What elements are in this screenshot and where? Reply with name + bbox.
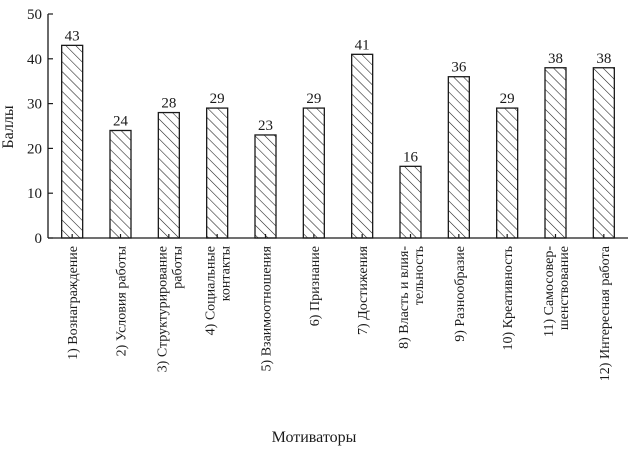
x-category-label-line: 3) Структурирование [155,246,170,372]
x-category-label-line: работы [170,245,185,288]
x-category-label: 5) Взаимоотношения [260,245,275,371]
x-category-label-line: 4) Социальные [204,246,219,335]
bar-value-label: 23 [258,118,273,134]
x-category-label-line: 9) Разнообразие [453,246,468,342]
bar-value-label: 29 [306,91,321,107]
bar [447,76,470,239]
x-category-label: 6) Признание [308,246,323,326]
bar-value-label: 29 [500,91,515,107]
bar [399,165,422,239]
bar [302,107,325,239]
bar [61,44,84,239]
x-category-label: 10) Креативность [501,246,516,351]
x-category-label: 1) Вознаграждение [66,246,81,360]
y-tick-label: 20 [27,141,42,157]
x-category-label-line: 12) Интересная работа [598,245,613,381]
y-axis: 0 10 20 30 40 50 [27,7,53,247]
bar [254,134,277,239]
x-category-label-line: 2) Условия работы [115,245,130,356]
x-category-label: 7) Достижения [356,245,371,335]
x-axis: 1) Вознаграждение 2) Условия работы 3) Стр… [48,234,628,381]
bar [544,67,567,239]
x-category-label-line: 6) Признание [308,246,323,326]
y-tick-label: 10 [27,186,42,202]
x-category-label-line: контакты [219,245,234,301]
bar [496,107,519,239]
bar-value-label: 38 [596,51,611,67]
x-category-label: 2) Условия работы [115,245,130,356]
x-category-label: 9) Разнообразие [453,246,468,342]
bar-value-label: 28 [161,96,176,112]
x-category-label: 4) Социальные контакты [204,245,234,335]
bar-value-label: 38 [548,51,563,67]
y-tick-label: 50 [27,7,42,23]
bar-value-label: 36 [451,60,467,76]
bar [592,67,615,239]
x-category-label-line: 11) Самосовер- [542,246,557,337]
bar-value-label: 29 [210,91,225,107]
x-category-label: 12) Интересная работа [598,245,613,381]
x-category-label-line: 8) Власть и влия- [397,246,412,349]
bar-value-label: 43 [65,28,80,44]
bar [206,107,229,239]
bar [109,129,132,239]
y-axis-title: Баллы [0,105,17,148]
bar [157,111,180,239]
x-category-label-line: 10) Креативность [501,246,516,351]
bars: 43 24 28 29 23 29 41 16 36 29 38 38 [61,28,615,239]
y-tick-label: 40 [27,52,42,68]
x-axis-title: Мотиваторы [272,429,357,446]
x-category-label-line: 5) Взаимоотношения [260,245,275,371]
bar [351,53,374,239]
y-tick-label: 30 [27,97,42,113]
x-category-label-line: шенствование [557,246,572,330]
bar-value-label: 41 [355,37,370,53]
x-category-label-line: 7) Достижения [356,245,371,335]
bar-value-label: 16 [403,149,419,165]
x-category-label: 11) Самосовер-шенствование [542,246,572,337]
x-category-label-line: тельность [412,246,427,305]
y-tick-label: 0 [35,231,43,247]
x-category-label-line: 1) Вознаграждение [66,246,81,360]
bar-value-label: 24 [113,113,129,129]
x-category-label: 3) Структурирование работы [155,245,185,372]
x-category-label: 8) Власть и влия-тельность [397,246,427,349]
